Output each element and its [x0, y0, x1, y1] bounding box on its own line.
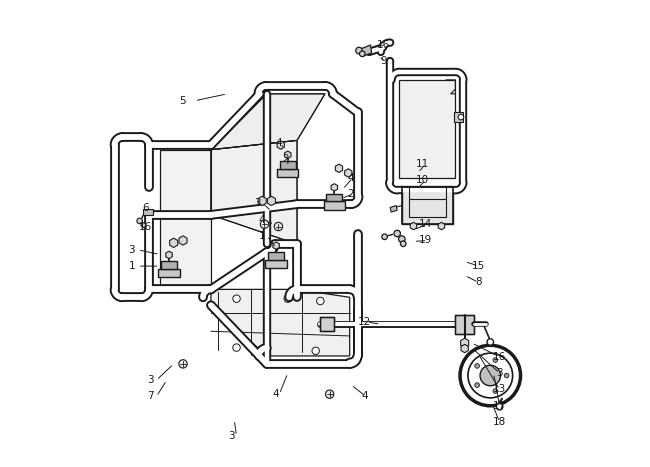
Circle shape — [382, 234, 387, 240]
Text: 7: 7 — [147, 391, 153, 402]
Polygon shape — [160, 150, 211, 285]
Polygon shape — [267, 196, 276, 205]
Polygon shape — [265, 260, 287, 268]
Circle shape — [493, 389, 498, 393]
Polygon shape — [277, 141, 285, 149]
Polygon shape — [361, 45, 372, 57]
Polygon shape — [344, 169, 352, 177]
Circle shape — [312, 347, 319, 354]
Polygon shape — [400, 80, 456, 177]
Polygon shape — [454, 113, 463, 122]
Text: 10: 10 — [416, 175, 430, 185]
Text: 4: 4 — [347, 173, 354, 183]
Circle shape — [394, 230, 400, 237]
Text: 3: 3 — [229, 431, 235, 441]
Polygon shape — [331, 184, 337, 191]
Polygon shape — [456, 315, 474, 333]
Text: 16: 16 — [493, 352, 506, 362]
Circle shape — [474, 383, 480, 388]
Text: 4: 4 — [259, 214, 265, 225]
Circle shape — [504, 373, 509, 378]
Text: 4: 4 — [273, 389, 280, 399]
Circle shape — [260, 220, 268, 228]
Text: 2: 2 — [347, 189, 354, 199]
Polygon shape — [159, 269, 179, 277]
Polygon shape — [280, 161, 296, 169]
Circle shape — [474, 364, 480, 368]
Polygon shape — [161, 261, 177, 269]
Text: 14: 14 — [419, 219, 432, 229]
Text: 11: 11 — [416, 159, 430, 169]
Circle shape — [480, 365, 500, 386]
Polygon shape — [324, 201, 345, 210]
Text: 1: 1 — [129, 261, 135, 271]
Text: 2: 2 — [282, 154, 289, 164]
Circle shape — [398, 236, 405, 242]
Polygon shape — [335, 164, 343, 172]
Text: 17: 17 — [493, 401, 506, 411]
Polygon shape — [211, 141, 297, 244]
Circle shape — [326, 390, 334, 398]
Circle shape — [233, 344, 240, 351]
Text: 18: 18 — [493, 417, 506, 427]
Circle shape — [487, 339, 493, 345]
Circle shape — [356, 47, 362, 54]
Polygon shape — [170, 238, 177, 248]
Polygon shape — [166, 251, 172, 259]
Circle shape — [317, 297, 324, 305]
Polygon shape — [144, 209, 153, 215]
Polygon shape — [211, 94, 325, 150]
Text: 16: 16 — [376, 40, 390, 50]
Polygon shape — [402, 187, 453, 224]
Text: 4: 4 — [275, 138, 281, 148]
Text: 3: 3 — [254, 198, 261, 208]
Circle shape — [468, 353, 513, 398]
Polygon shape — [277, 169, 298, 177]
Text: 19: 19 — [419, 235, 432, 246]
Circle shape — [284, 295, 291, 303]
Polygon shape — [273, 242, 280, 249]
Text: 12: 12 — [358, 317, 371, 327]
Polygon shape — [438, 222, 445, 230]
Circle shape — [458, 114, 463, 120]
Text: 13: 13 — [493, 384, 506, 395]
Circle shape — [141, 223, 146, 227]
Polygon shape — [461, 338, 469, 347]
Polygon shape — [326, 194, 343, 201]
Polygon shape — [179, 236, 187, 245]
Polygon shape — [320, 317, 334, 331]
Text: 6: 6 — [142, 203, 149, 213]
Polygon shape — [410, 222, 417, 230]
Text: 3: 3 — [147, 375, 153, 385]
Text: 15: 15 — [472, 261, 486, 271]
Text: 1: 1 — [259, 231, 265, 241]
Circle shape — [274, 222, 283, 231]
Circle shape — [493, 358, 498, 362]
Text: 9: 9 — [380, 56, 387, 66]
Circle shape — [497, 403, 503, 410]
Circle shape — [400, 241, 406, 247]
Text: 3: 3 — [129, 245, 135, 255]
Text: 5: 5 — [179, 96, 187, 106]
Text: 4: 4 — [361, 391, 368, 402]
Polygon shape — [390, 205, 397, 212]
Circle shape — [233, 295, 240, 303]
Polygon shape — [211, 290, 350, 356]
Text: 16: 16 — [139, 221, 152, 232]
Text: 8: 8 — [475, 277, 482, 287]
Circle shape — [137, 218, 142, 224]
Circle shape — [359, 51, 365, 57]
Polygon shape — [285, 151, 291, 158]
Polygon shape — [461, 344, 468, 353]
Text: 3: 3 — [497, 368, 503, 378]
Circle shape — [460, 345, 521, 406]
Circle shape — [179, 360, 187, 368]
Polygon shape — [258, 196, 266, 205]
Polygon shape — [268, 252, 284, 260]
